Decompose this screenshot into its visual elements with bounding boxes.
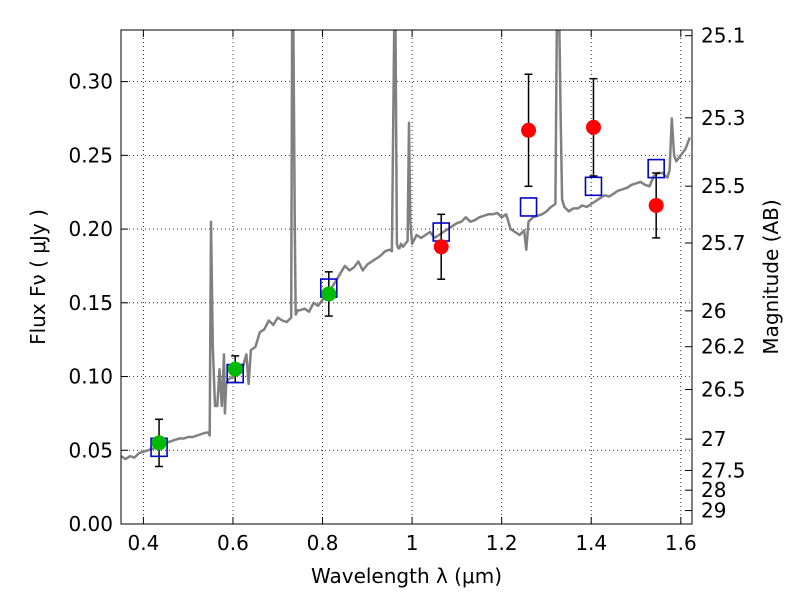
magnitude-tick-label: 25.5 — [701, 174, 746, 198]
x-tick-label: 1.4 — [575, 531, 607, 555]
model-photometry-box — [647, 158, 665, 179]
magnitude-tick-label: 29 — [701, 499, 726, 523]
x-tick-label: 1.6 — [665, 531, 697, 555]
sed-model-line — [121, 30, 691, 461]
magnitude-tick-label: 26 — [701, 299, 726, 323]
magnitude-tick-label: 28 — [701, 478, 726, 502]
magnitude-tick-label: 26.5 — [701, 378, 746, 402]
magnitude-axis-label: Magnitude (AB) — [759, 199, 783, 354]
nir-photometry-point — [521, 122, 537, 138]
y-tick-label: 0.05 — [68, 438, 113, 462]
magnitude-tick-label: 25.7 — [701, 231, 746, 255]
optical-photometry-point — [227, 361, 243, 377]
magnitude-tick-label: 27.5 — [701, 458, 746, 482]
x-tick-label: 1.2 — [486, 531, 518, 555]
x-tick-label: 0.4 — [127, 531, 159, 555]
magnitude-tick-label: 25.3 — [701, 106, 746, 130]
y-tick-label: 0.30 — [68, 70, 113, 94]
x-axis-ticks: 0.4 0.6 0.8 1 1.2 1.4 1.6 — [127, 30, 697, 555]
magnitude-tick-label: 26.2 — [701, 335, 746, 359]
error-bars-layer — [155, 73, 661, 468]
observed-photometry-layer — [151, 119, 664, 451]
sed-model-layer — [121, 30, 691, 461]
y-tick-label: 0.15 — [68, 291, 113, 315]
x-tick-label: 0.8 — [307, 531, 339, 555]
x-axis-label: Wavelength λ (μm) — [311, 564, 502, 588]
x-tick-label: 1 — [406, 531, 419, 555]
y-axis-label: Flux Fν ( μJy ) — [26, 209, 50, 345]
grid-lines — [121, 30, 692, 524]
magnitude-tick-label: 27 — [701, 427, 726, 451]
optical-photometry-point — [151, 435, 167, 451]
nir-photometry-point — [433, 239, 449, 255]
model-photometry-box — [519, 197, 538, 217]
nir-photometry-point — [585, 119, 601, 135]
y-tick-label: 0.25 — [68, 143, 113, 167]
magnitude-tick-label: 25.1 — [701, 24, 746, 48]
x-tick-label: 0.6 — [217, 531, 249, 555]
model-photometry-box — [584, 176, 603, 197]
y-tick-label: 0.00 — [68, 512, 113, 536]
y-axis-ticks: 0.00 0.05 0.10 0.15 0.20 0.25 0.30 — [68, 70, 128, 536]
y-tick-label: 0.20 — [68, 217, 113, 241]
optical-photometry-point — [321, 286, 337, 302]
y-tick-label: 0.10 — [68, 365, 113, 389]
plot-frame — [120, 29, 693, 525]
nir-photometry-point — [648, 197, 664, 213]
